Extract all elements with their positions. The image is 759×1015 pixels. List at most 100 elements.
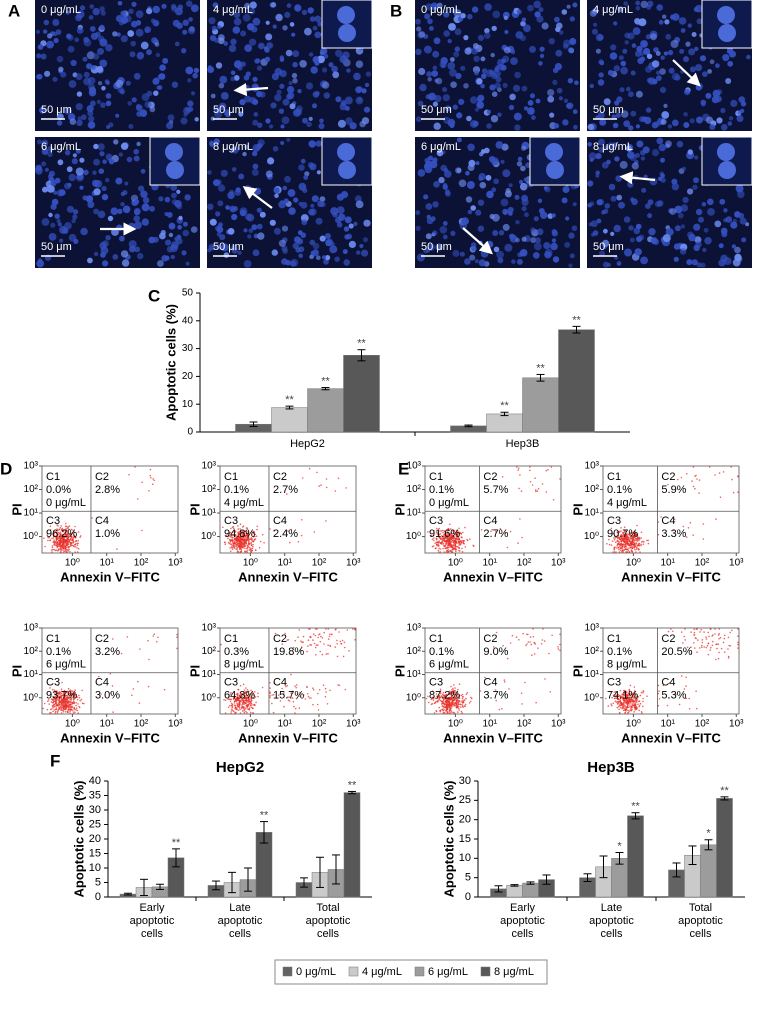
nucleus (503, 15, 509, 21)
nucleus (656, 137, 664, 145)
nucleus (105, 93, 112, 99)
nucleus (452, 104, 458, 110)
nucleus (623, 120, 631, 128)
nucleus (286, 85, 295, 94)
event (176, 633, 178, 636)
nucleus (484, 28, 490, 34)
nucleus (439, 60, 447, 68)
panel-label: C (148, 286, 160, 305)
event (441, 708, 444, 711)
event (530, 643, 533, 646)
nucleus (613, 21, 618, 26)
event (631, 550, 634, 553)
nucleus (344, 96, 353, 105)
event (50, 549, 53, 551)
event (613, 547, 615, 549)
nucleus (470, 47, 479, 55)
nucleus (117, 86, 125, 94)
nucleus (216, 226, 224, 234)
event (620, 542, 622, 545)
nucleus (283, 198, 289, 204)
event (65, 527, 67, 530)
event (718, 632, 720, 635)
event (454, 687, 456, 689)
x-tick-label: Total (316, 902, 339, 914)
nucleus (70, 59, 77, 67)
error-bar (720, 796, 729, 801)
nucleus (115, 79, 124, 88)
nucleus (460, 13, 466, 19)
event (64, 708, 67, 710)
nucleus (345, 117, 353, 125)
event (342, 655, 345, 658)
nucleus (595, 33, 604, 42)
nucleus (315, 140, 322, 147)
event (63, 547, 65, 550)
nucleus (638, 18, 647, 27)
nucleus (712, 89, 721, 98)
event (737, 647, 739, 649)
nucleus (244, 44, 253, 52)
event (56, 535, 58, 537)
y-tick-label: 10⁰ (23, 692, 38, 703)
event (319, 650, 322, 653)
x-tick-label: HepG2 (290, 438, 325, 450)
nucleus (140, 168, 146, 174)
nucleus (566, 4, 571, 9)
event (640, 537, 642, 539)
nucleus (319, 235, 326, 242)
event (682, 642, 684, 644)
nucleus (87, 121, 96, 129)
x-tick-label: 10² (695, 558, 710, 569)
nucleus (56, 55, 64, 63)
event (245, 541, 247, 544)
nucleus (720, 107, 726, 114)
event (628, 540, 631, 543)
x-tick-label: apoptotic (589, 915, 634, 927)
nucleus (651, 60, 660, 68)
event (466, 692, 469, 694)
nucleus (185, 107, 191, 113)
event (64, 541, 67, 544)
nucleus (253, 112, 259, 117)
nucleus (284, 11, 291, 18)
nucleus (102, 159, 107, 164)
nucleus (102, 260, 109, 267)
event (81, 702, 84, 705)
nucleus (569, 16, 575, 22)
nucleus (623, 1, 628, 6)
event (444, 547, 446, 549)
nucleus (572, 202, 577, 207)
nucleus (695, 84, 702, 91)
nucleus (463, 35, 469, 41)
event (447, 551, 450, 553)
nucleus (275, 13, 283, 22)
nucleus (232, 26, 241, 34)
nucleus (450, 57, 455, 62)
nucleus (587, 123, 594, 131)
nucleus (317, 21, 323, 27)
event (43, 702, 46, 705)
event (516, 466, 518, 468)
event (459, 550, 461, 552)
event (737, 643, 739, 646)
event (463, 699, 466, 701)
nucleus (292, 242, 299, 250)
nucleus (46, 184, 55, 193)
nucleus (287, 189, 296, 197)
event (535, 701, 537, 704)
nucleus (493, 178, 499, 185)
nucleus (289, 260, 297, 267)
nucleus (530, 93, 535, 99)
event (613, 551, 616, 553)
x-tick-label: cells (317, 928, 340, 940)
nucleus (359, 120, 366, 128)
y-axis-label: Apoptotic cells (%) (71, 780, 86, 897)
event (683, 635, 685, 638)
event (306, 686, 308, 688)
nucleus (244, 2, 251, 10)
nucleus (438, 176, 445, 184)
event (715, 643, 717, 646)
nucleus (551, 213, 556, 218)
event (737, 641, 739, 644)
